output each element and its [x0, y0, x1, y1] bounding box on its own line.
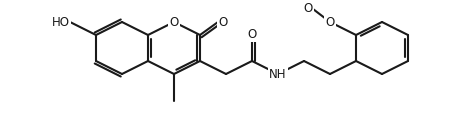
Text: O: O: [325, 15, 335, 29]
Text: O: O: [169, 15, 178, 29]
Text: O: O: [218, 15, 227, 29]
Text: O: O: [304, 3, 313, 15]
Text: HO: HO: [52, 15, 70, 29]
Text: O: O: [247, 29, 257, 41]
Text: NH: NH: [269, 67, 287, 81]
